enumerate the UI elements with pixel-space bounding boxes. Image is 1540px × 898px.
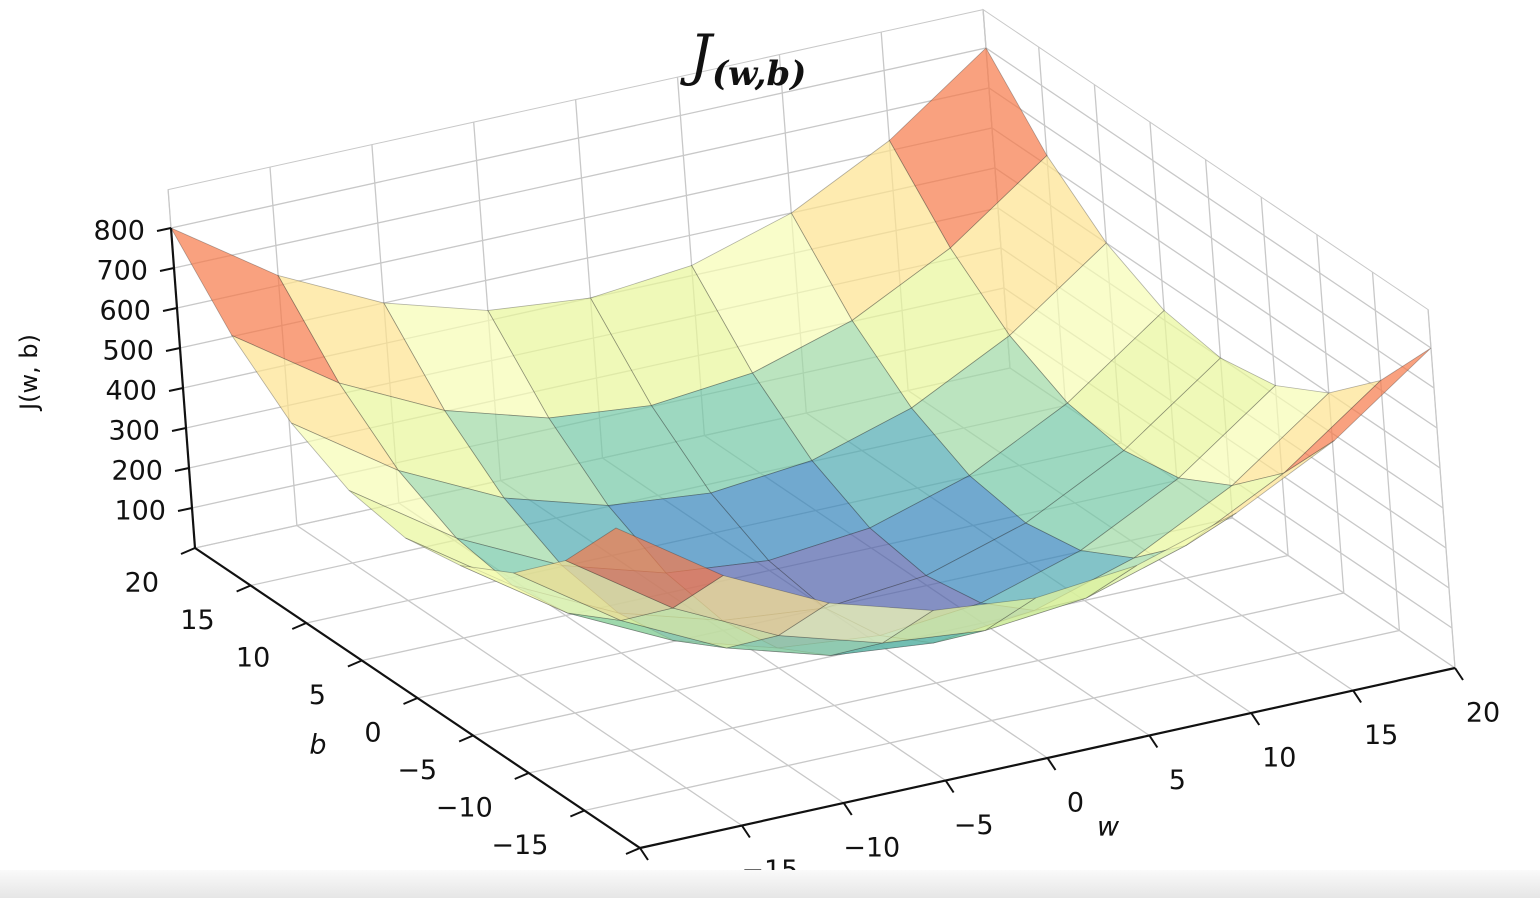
surface-cell: [767, 527, 927, 609]
z-tick: [156, 227, 172, 232]
surface-cell: [777, 602, 935, 644]
z-tick-label: 600: [99, 296, 151, 327]
y-tick-label: −10: [436, 793, 493, 824]
x-axis-label: w: [1097, 812, 1120, 843]
z-tick-label: 400: [105, 376, 157, 407]
surface-cell: [882, 597, 1036, 644]
z-tick: [174, 467, 190, 472]
y-tick-label: −15: [491, 830, 548, 861]
surface-cell: [512, 560, 675, 621]
z-tick: [177, 507, 193, 512]
y-tick-label: 10: [236, 643, 270, 674]
z-tick: [159, 267, 175, 272]
chart-title-subscript: (w,b): [712, 54, 806, 94]
surface-cell: [790, 139, 951, 322]
y-tick-label: 15: [180, 605, 214, 636]
y-tick: [403, 697, 418, 705]
x-tick: [944, 779, 955, 794]
x-tick-label: 5: [1169, 765, 1186, 796]
z-tick-label: 200: [111, 456, 163, 487]
y-tick: [180, 547, 196, 555]
x-tick: [1250, 712, 1261, 726]
z-tick-label: 100: [114, 496, 166, 527]
surface-cell: [671, 575, 830, 636]
x-tick-label: 15: [1364, 720, 1398, 751]
y-tick: [625, 847, 641, 855]
x-tick: [1352, 689, 1362, 704]
x-tick: [1148, 734, 1159, 749]
x-tick-label: 0: [1067, 788, 1084, 819]
x-tick: [639, 847, 649, 861]
y-tick: [236, 584, 252, 593]
surface-cell: [548, 405, 712, 506]
surface-cell: [984, 565, 1137, 631]
surface: [170, 47, 1432, 656]
z-tick-label: 800: [93, 216, 145, 247]
y-tick: [458, 734, 474, 743]
y-tick-label: 0: [364, 718, 381, 749]
x-tick: [1046, 757, 1057, 771]
y-tick-label: 20: [125, 568, 159, 599]
y-tick: [291, 622, 307, 630]
z-tick-label: 500: [102, 336, 154, 367]
surface-cell: [949, 154, 1107, 337]
surface-cell: [1185, 440, 1335, 546]
y-tick: [514, 772, 530, 780]
z-tick: [162, 307, 178, 312]
x-tick: [842, 802, 853, 816]
y-axis-label: b: [309, 730, 326, 761]
z-tick: [165, 347, 181, 352]
y-tick-label: −5: [397, 755, 437, 786]
surface-cell: [230, 334, 400, 472]
x-tick-label: 10: [1262, 743, 1296, 774]
z-tick: [168, 387, 184, 392]
player-strip: [0, 870, 1540, 898]
x-tick: [741, 824, 751, 839]
z-tick-label: 700: [96, 256, 148, 287]
x-tick-label: 20: [1466, 698, 1500, 729]
y-tick: [569, 809, 585, 818]
x-tick-label: −5: [954, 810, 994, 841]
x-tick-label: −10: [843, 833, 900, 864]
y-tick: [347, 659, 363, 668]
z-tick-label: 300: [108, 416, 160, 447]
x-tick: [1454, 667, 1464, 681]
grid-line: [472, 197, 1289, 737]
y-tick-label: 5: [309, 680, 326, 711]
surface-cell: [170, 227, 340, 384]
z-tick: [171, 427, 187, 432]
grid-line: [528, 234, 1345, 774]
surface-cell: [460, 565, 622, 621]
surface-cell: [564, 527, 724, 609]
z-axis-label: J(w, b): [15, 334, 43, 412]
